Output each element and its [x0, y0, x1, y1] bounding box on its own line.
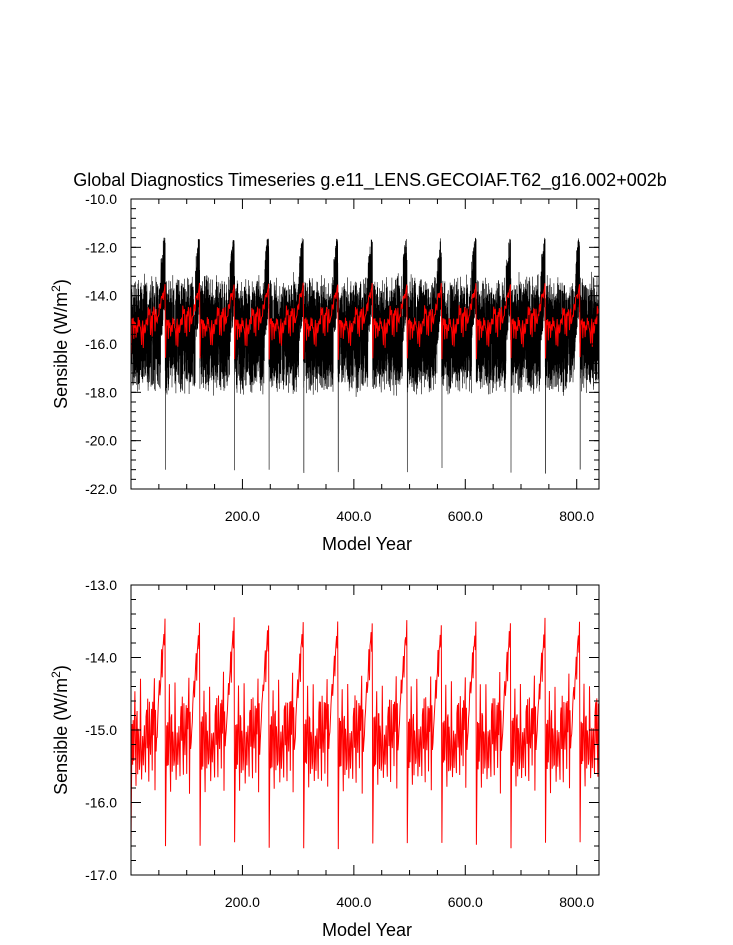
top-chart: Global Diagnostics Timeseries g.e11_LENS… [49, 170, 667, 554]
top-xtick-label: 200.0 [225, 508, 260, 524]
top-x-ticks: 200.0 400.0 600.0 800.0 [130, 199, 594, 524]
bottom-chart: -17.0 -16.0 -15.0 -14.0 -13.0 200.0 400.0 600.… [49, 577, 600, 940]
bottom-xtick-label: 800.0 [559, 894, 594, 910]
top-ytick-label: -10.0 [85, 191, 117, 207]
bottom-x-ticks: 200.0 400.0 600.0 800.0 [130, 585, 594, 910]
bottom-ytick-label: -16.0 [85, 795, 117, 811]
bottom-ytick-label: -17.0 [85, 867, 117, 883]
bottom-ytick-label: -13.0 [85, 577, 117, 593]
bottom-y-ticks: -17.0 -16.0 -15.0 -14.0 -13.0 [85, 577, 599, 883]
top-series-group [131, 237, 599, 474]
bottom-xtick-label: 600.0 [448, 894, 483, 910]
top-xtick-label: 400.0 [336, 508, 371, 524]
top-ytick-label: -14.0 [85, 288, 117, 304]
top-ytick-label: -16.0 [85, 336, 117, 352]
top-x-axis-label: Model Year [322, 534, 412, 554]
bottom-x-axis-label: Model Year [322, 920, 412, 940]
top-y-axis-label: Sensible (W/m2) [49, 279, 71, 409]
bottom-y-axis-label: Sensible (W/m2) [49, 665, 71, 795]
top-series-annual-mean [131, 282, 599, 360]
top-ytick-label: -18.0 [85, 384, 117, 400]
top-series-monthly [131, 237, 599, 474]
top-ytick-label: -12.0 [85, 239, 117, 255]
top-xtick-label: 600.0 [448, 508, 483, 524]
top-ytick-label: -22.0 [85, 481, 117, 497]
bottom-xtick-label: 200.0 [225, 894, 260, 910]
top-xtick-label: 800.0 [559, 508, 594, 524]
top-y-ticks: -22.0 -20.0 -18.0 -16.0 -14.0 -12.0 -10.0 [85, 191, 599, 497]
bottom-series-group [131, 617, 599, 850]
bottom-series-annual-mean [131, 617, 599, 850]
top-chart-title: Global Diagnostics Timeseries g.e11_LENS… [73, 170, 667, 191]
bottom-ytick-label: -15.0 [85, 722, 117, 738]
top-ytick-label: -20.0 [85, 433, 117, 449]
bottom-xtick-label: 400.0 [336, 894, 371, 910]
bottom-ytick-label: -14.0 [85, 650, 117, 666]
